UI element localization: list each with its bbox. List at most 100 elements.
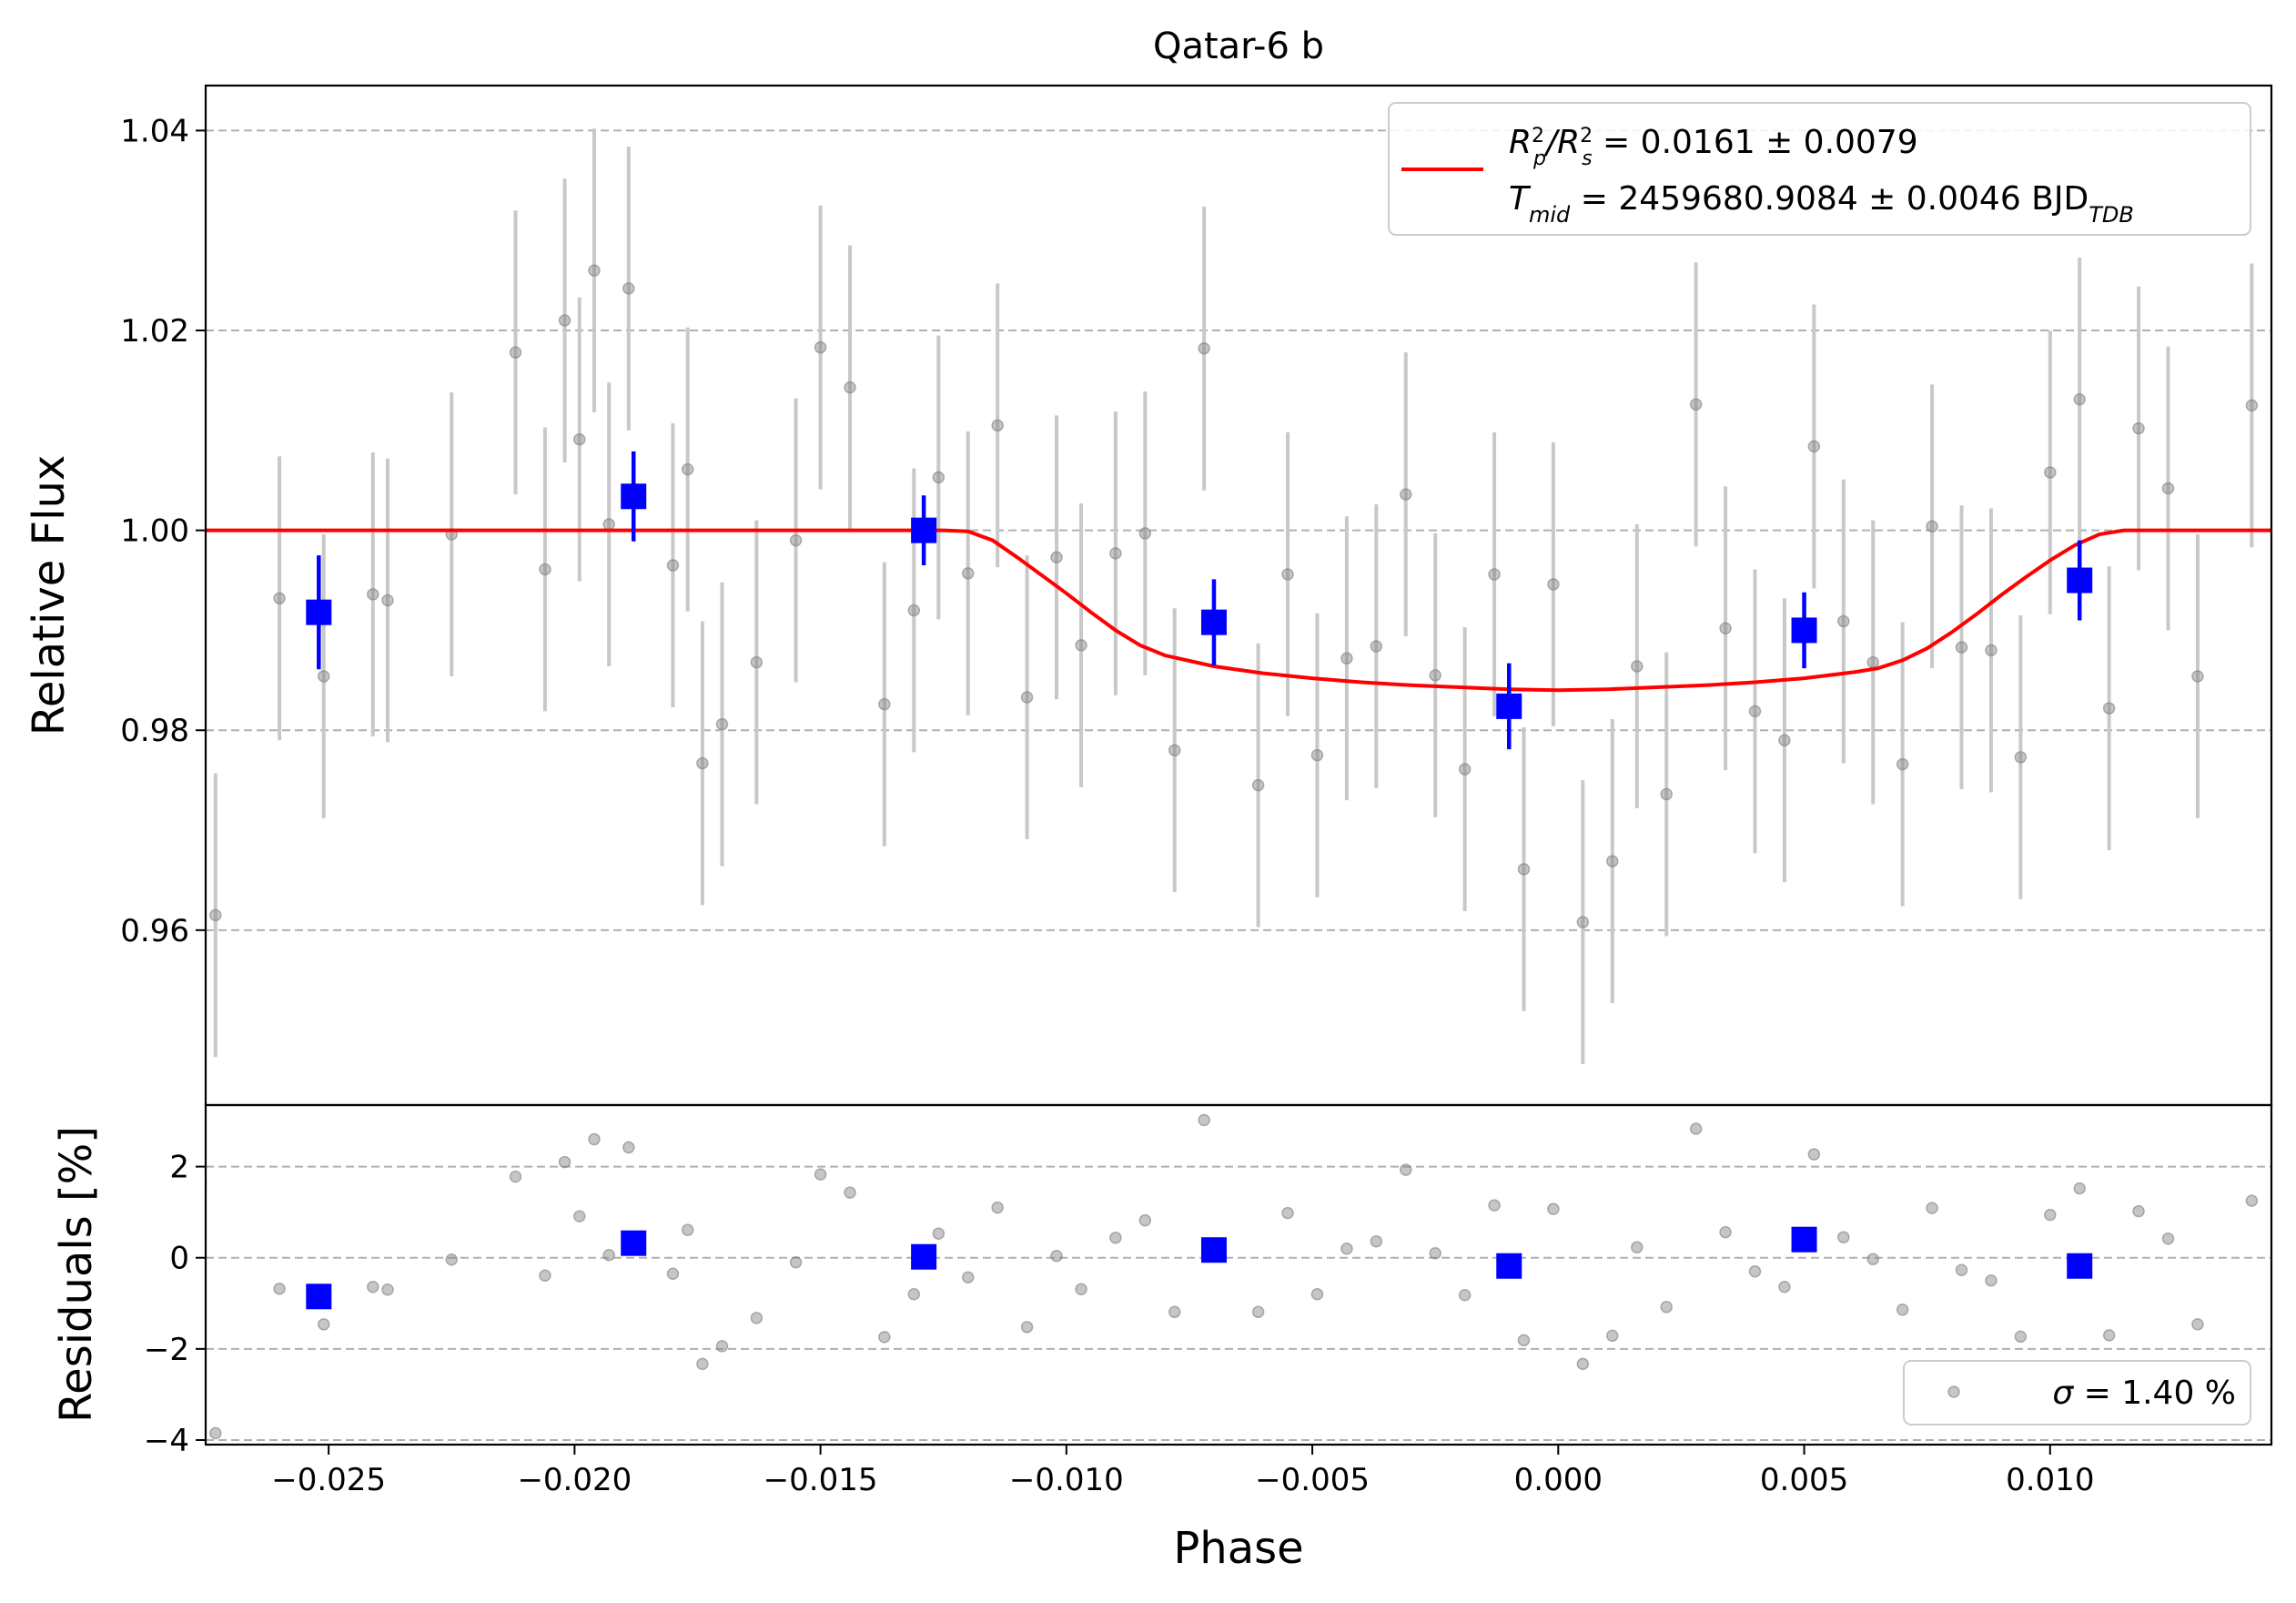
residual-point bbox=[558, 1155, 571, 1169]
data-point bbox=[602, 518, 615, 531]
residual-point bbox=[789, 1255, 803, 1269]
data-point bbox=[750, 655, 764, 669]
data-point bbox=[1719, 622, 1732, 634]
data-point bbox=[961, 567, 975, 580]
x-ticks: −0.025 −0.020 −0.015 −0.010 −0.005 0.000 0.005… bbox=[271, 1445, 2094, 1498]
residual-point bbox=[1576, 1357, 1590, 1371]
data-point bbox=[1866, 655, 1879, 669]
legend-star-exponent: 2 bbox=[1580, 125, 1593, 147]
data-point bbox=[1660, 787, 1673, 801]
residual-point bbox=[367, 1281, 379, 1294]
main-y-tick-label: 0.96 bbox=[120, 913, 189, 949]
data-point bbox=[2191, 670, 2204, 683]
binned-point bbox=[1200, 609, 1227, 635]
residual-point bbox=[1429, 1246, 1441, 1260]
data-point bbox=[509, 346, 522, 359]
data-point bbox=[2102, 702, 2116, 715]
data-point bbox=[2161, 482, 2175, 495]
data-point bbox=[2132, 421, 2145, 435]
residual-point bbox=[2044, 1208, 2057, 1222]
legend-radius-exponent: 2 bbox=[1532, 125, 1544, 147]
x-tick-label: −0.005 bbox=[1255, 1462, 1370, 1498]
data-point bbox=[209, 908, 222, 922]
residual-point bbox=[2102, 1329, 2116, 1342]
main-y-tick-label: 0.98 bbox=[120, 713, 189, 749]
data-point bbox=[1488, 568, 1501, 581]
x-tick-label: −0.020 bbox=[517, 1462, 632, 1498]
residual-point bbox=[666, 1267, 680, 1280]
binned-residual-point bbox=[306, 1283, 332, 1310]
data-point bbox=[1631, 660, 1644, 673]
transit-model-curve bbox=[206, 528, 2271, 693]
x-tick-label: −0.010 bbox=[1009, 1462, 1124, 1498]
residual-point bbox=[1807, 1148, 1821, 1161]
x-tick-label: 0.000 bbox=[1514, 1462, 1603, 1498]
residuals-y-tick-label: −4 bbox=[144, 1423, 189, 1459]
data-point bbox=[1517, 863, 1531, 876]
data-point bbox=[1340, 652, 1353, 665]
data-point bbox=[1400, 488, 1412, 501]
legend-mid-transit-time: Tmid = 2459680.9084 ± 0.0046 BJDTDB bbox=[1509, 180, 2134, 228]
residual-point bbox=[1310, 1288, 1324, 1301]
data-point bbox=[381, 594, 394, 607]
data-point bbox=[789, 533, 803, 547]
residual-point bbox=[715, 1340, 729, 1353]
binned-point bbox=[621, 483, 647, 510]
binned-residual-point bbox=[2067, 1253, 2093, 1279]
residual-point bbox=[1719, 1225, 1732, 1239]
residual-point bbox=[1955, 1263, 1968, 1276]
legend-residual-marker bbox=[1947, 1385, 1960, 1398]
data-point bbox=[1955, 641, 1968, 654]
residuals-y-axis-label: Residuals [%] bbox=[51, 1126, 102, 1423]
residual-point bbox=[932, 1227, 946, 1240]
residual-point bbox=[681, 1223, 694, 1236]
data-point bbox=[1837, 614, 1850, 628]
residual-point bbox=[2161, 1232, 2175, 1245]
residual-point bbox=[1985, 1274, 1998, 1287]
residual-point bbox=[961, 1271, 975, 1284]
residual-point bbox=[1689, 1122, 1703, 1135]
residual-point bbox=[1660, 1301, 1673, 1314]
model-legend: R2 p/R2 s = 0.0161 ± 0.0079 Tmid = 2459680… bbox=[1388, 102, 2251, 236]
binned-point bbox=[306, 599, 332, 625]
residual-point bbox=[317, 1318, 330, 1331]
binned-point bbox=[911, 517, 937, 543]
data-point bbox=[273, 592, 286, 605]
data-point bbox=[1458, 763, 1472, 776]
data-point bbox=[2073, 393, 2086, 406]
data-point bbox=[1778, 734, 1791, 746]
data-point bbox=[2014, 751, 2028, 764]
data-point bbox=[1310, 748, 1324, 762]
residual-point bbox=[445, 1253, 458, 1266]
data-point bbox=[588, 264, 601, 277]
data-point bbox=[715, 717, 729, 731]
data-point bbox=[1138, 527, 1152, 540]
data-point bbox=[932, 471, 946, 484]
binned-residual-point bbox=[621, 1230, 647, 1256]
legend-radius-ratio: R2 p/R2 s = 0.0161 ± 0.0079 bbox=[1509, 124, 1918, 170]
residuals-legend: σ = 1.40 % bbox=[1903, 1360, 2251, 1425]
x-axis-label: Phase bbox=[1173, 1523, 1303, 1574]
data-point bbox=[681, 462, 694, 476]
residuals-gridlines bbox=[206, 1165, 2271, 1441]
x-tick-label: 0.010 bbox=[2006, 1462, 2094, 1498]
data-point bbox=[1109, 547, 1122, 560]
data-point bbox=[622, 282, 635, 295]
main-y-tick-label: 1.00 bbox=[120, 513, 189, 550]
residual-point bbox=[1400, 1163, 1412, 1176]
residual-point bbox=[1547, 1202, 1560, 1215]
x-tick-label: −0.015 bbox=[764, 1462, 878, 1498]
data-point bbox=[1576, 916, 1590, 928]
data-point bbox=[878, 697, 891, 711]
main-y-tick-label: 1.02 bbox=[120, 313, 189, 350]
data-point bbox=[1281, 568, 1294, 581]
data-point bbox=[1748, 705, 1762, 718]
residual-point bbox=[1198, 1113, 1210, 1127]
residual-point bbox=[814, 1168, 827, 1181]
residual-point bbox=[1168, 1305, 1181, 1319]
data-point bbox=[2245, 399, 2259, 412]
residual-point bbox=[1281, 1206, 1294, 1220]
data-point bbox=[1807, 440, 1821, 453]
binned-residual-point bbox=[1200, 1237, 1227, 1263]
